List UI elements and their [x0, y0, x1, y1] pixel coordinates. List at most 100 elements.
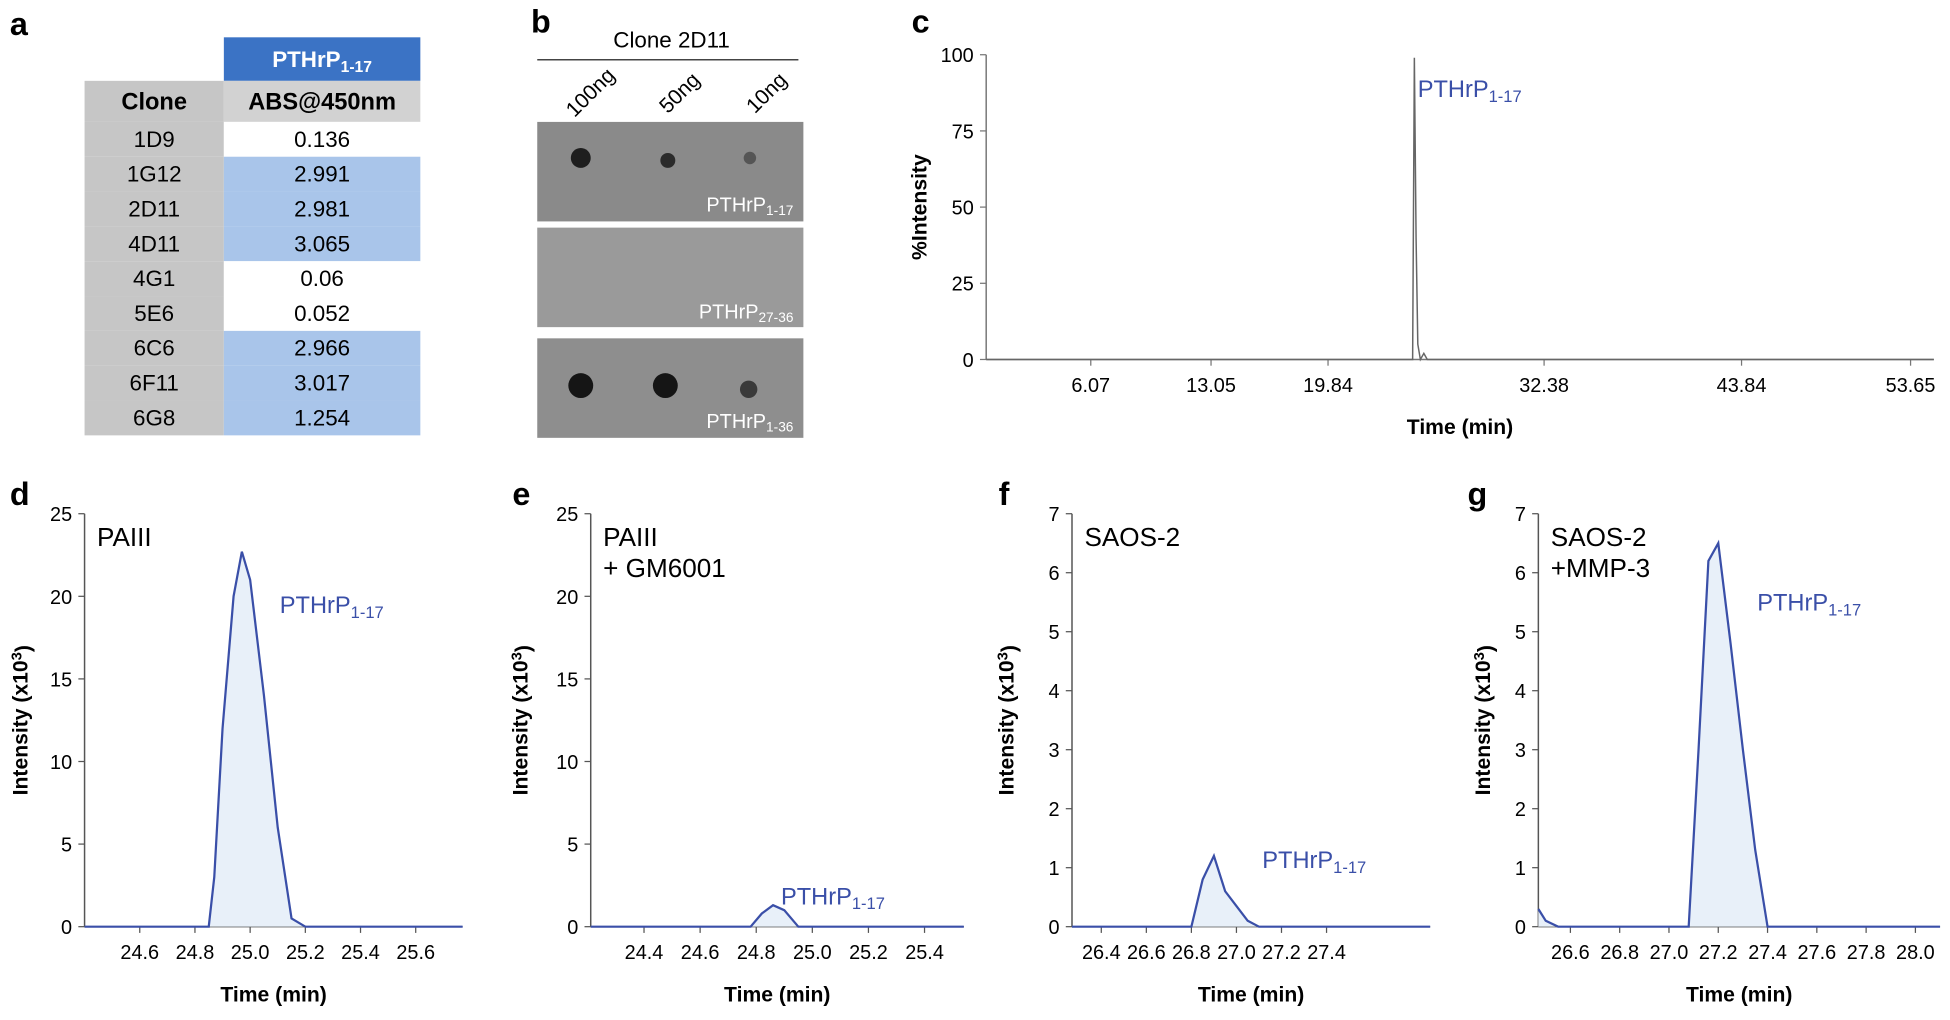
peak-annotation-part: 1-17 [351, 603, 384, 622]
y-tick-label: 6 [1049, 563, 1060, 585]
y-tick-label: 1 [1515, 858, 1526, 880]
peak-annotation-part: PTHrP [1757, 591, 1828, 617]
blot-spot [568, 373, 594, 399]
y-tick-label: 0 [567, 917, 578, 939]
blot-title: Clone 2D11 [613, 27, 730, 52]
y-tick-label: 5 [1049, 622, 1060, 644]
x-tick-label: 24.6 [120, 942, 159, 964]
peak-annotation-part: 1-17 [852, 894, 885, 913]
blot-label: PTHrP1-17 [706, 194, 793, 218]
chromatogram-line [1072, 852, 1431, 928]
peak-annotation: PTHrP1-17 [1757, 591, 1861, 620]
x-axis-title: Time (min) [1686, 983, 1792, 1006]
y-tick-label: 20 [556, 587, 578, 609]
table-cell [84, 156, 224, 192]
y-axis-title: Intensity (x103) [9, 645, 35, 795]
blot-membrane [537, 121, 804, 222]
table-cell [223, 365, 421, 401]
table-column-header: ABS@450nm [248, 89, 396, 115]
y-axis-title-part: Intensity (x10 [9, 660, 32, 795]
y-tick-label: 4 [1049, 681, 1060, 703]
x-tick-label: 24.8 [737, 942, 776, 964]
x-tick-label: 19.84 [1303, 375, 1353, 397]
y-tick-label: 25 [50, 504, 72, 526]
y-tick-label: 6 [1515, 563, 1526, 585]
table-group-header-part: PTHrP [272, 47, 340, 72]
sample-label: + GM6001 [603, 553, 726, 583]
y-axis-title: Intensity (x103) [509, 645, 535, 795]
abs-value: 2.966 [294, 336, 350, 361]
blot-spot [739, 380, 758, 399]
peak-annotation: PTHrP1-17 [781, 884, 885, 913]
table-cell [223, 261, 421, 297]
x-tick-label: 27.0 [1217, 942, 1256, 964]
x-tick-label: 25.4 [905, 942, 944, 964]
y-axis-title-part: 3 [9, 652, 25, 660]
x-tick-label: 24.8 [176, 942, 215, 964]
peak-annotation-part: PTHrP [1262, 848, 1333, 874]
chromatogram-line [1537, 539, 1941, 928]
peak-annotation-part: 1-17 [1828, 601, 1861, 620]
clone-name: 1G12 [127, 162, 182, 187]
y-tick-label: 20 [50, 587, 72, 609]
table-cell [84, 191, 224, 227]
y-axis-title: Intensity (x103) [1472, 645, 1498, 795]
x-tick-label: 26.6 [1551, 942, 1590, 964]
panel-label: d [10, 476, 30, 512]
panel-label: c [912, 3, 930, 39]
y-tick-label: 5 [567, 835, 578, 857]
y-tick-label: 15 [556, 669, 578, 691]
table-cell [84, 296, 224, 331]
blot-spot [570, 148, 591, 168]
x-tick-label: 25.2 [849, 942, 888, 964]
peak-area [590, 905, 964, 927]
y-tick-label: 7 [1515, 504, 1526, 526]
sample-label: SAOS-2 [1551, 522, 1647, 552]
dot-blot: Clone 2D11 100ng 50ng 10ng PTHrP1-17 PTH… [537, 27, 804, 438]
y-axis-title-part: 3 [996, 652, 1012, 660]
table-cell [84, 330, 224, 366]
clone-name: 2D11 [128, 196, 180, 221]
y-tick-label: 2 [1515, 799, 1526, 821]
x-tick-label: 26.4 [1082, 942, 1121, 964]
table-group-header-part: 1-17 [341, 59, 373, 76]
abs-value: 3.065 [294, 231, 350, 256]
y-tick-label: 25 [952, 274, 974, 296]
table-cell [84, 365, 224, 401]
clone-name: 4G1 [133, 266, 175, 291]
y-axis-title-part: ) [1474, 645, 1497, 652]
table-cell [223, 191, 421, 227]
table-cell [223, 400, 421, 436]
y-axis-title-part: Intensity (x10 [996, 660, 1019, 795]
peak-annotation-part: PTHrP [1418, 77, 1489, 103]
chromatogram-line [84, 551, 463, 928]
y-axis-title: %Intensity [909, 154, 932, 260]
table-header-cell [223, 80, 421, 122]
peak-annotation-part: PTHrP [280, 593, 351, 619]
abs-value: 3.017 [294, 371, 350, 396]
y-axis-title-part: %Intensity [909, 154, 932, 260]
y-tick-label: 25 [556, 504, 578, 526]
x-tick-label: 27.4 [1307, 942, 1346, 964]
x-axis-title: Time (min) [220, 983, 326, 1006]
table-cell [223, 156, 421, 192]
y-axis-title-part: Intensity (x10 [1472, 660, 1495, 795]
blot-label: PTHrP27-36 [699, 301, 794, 325]
x-tick-label: 13.05 [1186, 375, 1236, 397]
sample-label: SAOS-2 [1084, 522, 1180, 552]
y-tick-label: 5 [1515, 622, 1526, 644]
y-tick-label: 4 [1515, 681, 1526, 703]
x-tick-label: 24.6 [681, 942, 720, 964]
table-group-header-cell [223, 37, 421, 81]
x-tick-label: 27.8 [1847, 942, 1886, 964]
amount-label: 50ng [655, 68, 704, 118]
amount-label: 100ng [562, 64, 620, 122]
y-tick-label: 75 [952, 121, 974, 143]
x-tick-label: 6.07 [1071, 375, 1110, 397]
x-tick-label: 25.6 [396, 942, 435, 964]
y-tick-label: 10 [556, 752, 578, 774]
table-group-header: PTHrP1-17 [272, 47, 372, 76]
table-cell [223, 330, 421, 366]
